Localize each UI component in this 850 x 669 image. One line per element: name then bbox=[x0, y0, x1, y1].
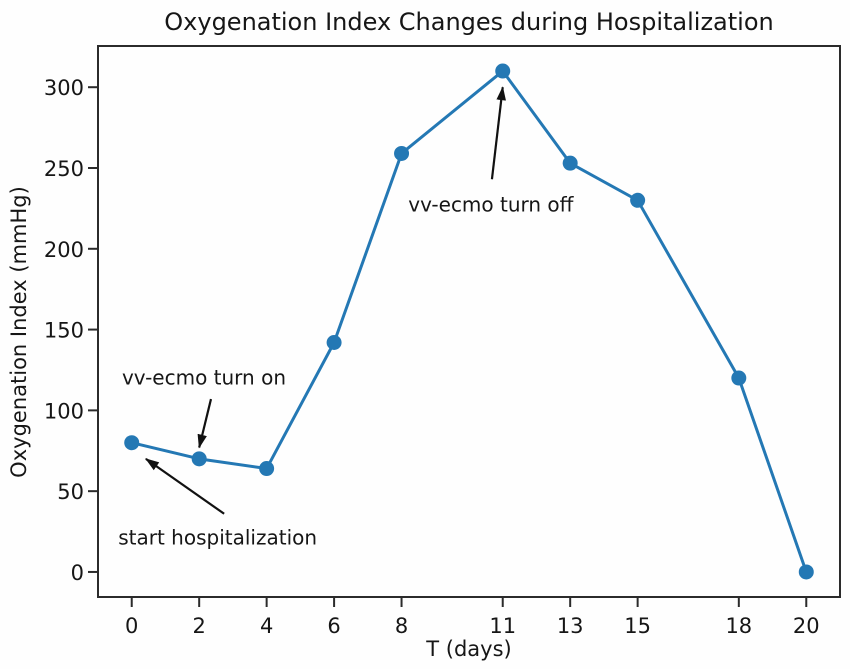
y-tick-label: 200 bbox=[44, 238, 84, 262]
y-tick-label: 50 bbox=[57, 480, 84, 504]
data-point bbox=[731, 370, 747, 386]
data-point bbox=[326, 335, 342, 351]
x-tick-label: 13 bbox=[557, 614, 584, 638]
annotation-arrow bbox=[197, 398, 213, 449]
y-axis-label: Oxygenation Index (mmHg) bbox=[7, 186, 31, 478]
y-tick-label: 150 bbox=[44, 319, 84, 343]
data-point bbox=[798, 564, 814, 580]
annotation-label: start hospitalization bbox=[118, 525, 317, 549]
x-tick-label: 2 bbox=[192, 614, 205, 638]
y-tick-label: 0 bbox=[71, 561, 84, 585]
data-point bbox=[630, 192, 646, 208]
y-tick-label: 250 bbox=[44, 157, 84, 181]
x-tick-label: 0 bbox=[125, 614, 138, 638]
x-tick-label: 20 bbox=[793, 614, 820, 638]
x-tick-label: 11 bbox=[489, 614, 516, 638]
x-tick-label: 18 bbox=[725, 614, 752, 638]
data-point bbox=[191, 451, 207, 467]
chart-title: Oxygenation Index Changes during Hospita… bbox=[164, 8, 773, 36]
x-tick-label: 4 bbox=[260, 614, 273, 638]
data-point bbox=[495, 63, 511, 79]
y-tick-label: 100 bbox=[44, 399, 84, 423]
annotation-arrow bbox=[145, 457, 225, 515]
data-point bbox=[124, 435, 140, 451]
data-line bbox=[130, 69, 808, 574]
annotation-label: vv-ecmo turn off bbox=[408, 193, 574, 217]
data-point bbox=[259, 461, 275, 477]
plot-frame bbox=[97, 45, 841, 598]
data-point bbox=[394, 145, 410, 161]
x-axis-label: T (days) bbox=[425, 637, 511, 661]
annotation-arrow bbox=[490, 86, 506, 180]
annotation-label: vv-ecmo turn on bbox=[122, 366, 286, 390]
x-tick-label: 6 bbox=[327, 614, 340, 638]
data-point bbox=[562, 155, 578, 171]
x-tick-label: 15 bbox=[624, 614, 651, 638]
y-tick-label: 300 bbox=[44, 76, 84, 100]
x-tick-label: 8 bbox=[395, 614, 408, 638]
